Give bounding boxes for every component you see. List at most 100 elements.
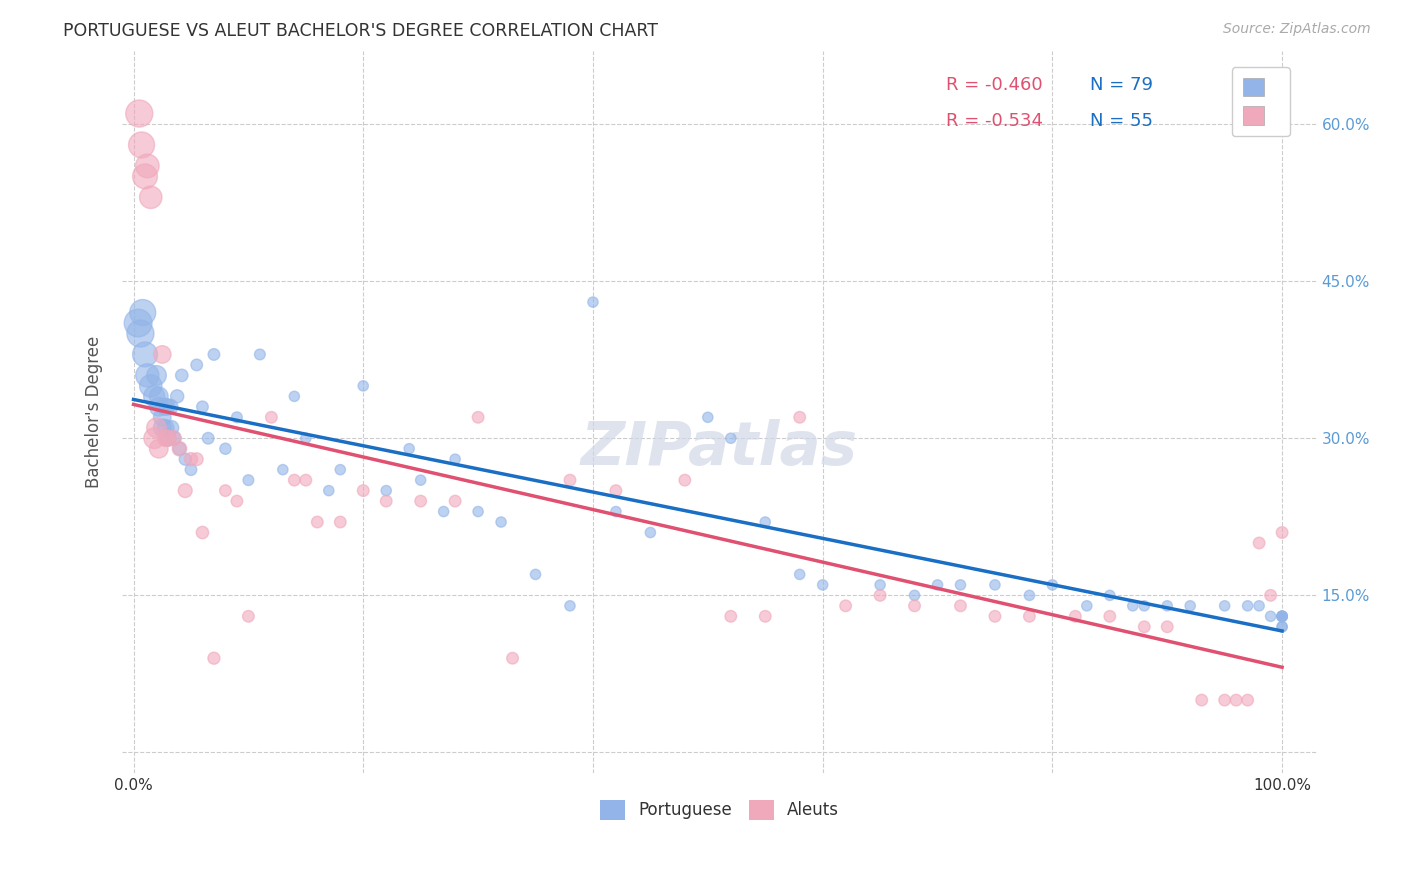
Point xyxy=(1271,609,1294,624)
Point xyxy=(295,473,318,487)
Point xyxy=(1249,599,1271,613)
Point xyxy=(150,421,173,435)
Point xyxy=(467,410,489,425)
Point xyxy=(605,505,627,519)
Point xyxy=(754,515,776,529)
Point xyxy=(558,599,581,613)
Text: R = -0.460: R = -0.460 xyxy=(946,76,1043,94)
Point xyxy=(145,421,167,435)
Point xyxy=(927,578,949,592)
Point xyxy=(156,431,179,445)
Point xyxy=(1076,599,1098,613)
Point xyxy=(375,483,398,498)
Point xyxy=(148,442,170,456)
Point xyxy=(1191,693,1213,707)
Point xyxy=(409,494,432,508)
Point xyxy=(148,389,170,403)
Point xyxy=(283,389,305,403)
Point xyxy=(134,347,156,361)
Point xyxy=(1271,609,1294,624)
Text: N = 79: N = 79 xyxy=(1090,76,1153,94)
Point xyxy=(214,442,236,456)
Point xyxy=(789,567,811,582)
Point xyxy=(834,599,856,613)
Point xyxy=(352,483,374,498)
Point xyxy=(180,463,202,477)
Point xyxy=(444,452,467,467)
Point xyxy=(1213,599,1236,613)
Point xyxy=(720,609,742,624)
Point xyxy=(160,421,183,435)
Point xyxy=(720,431,742,445)
Point xyxy=(159,400,181,414)
Point xyxy=(1098,588,1121,602)
Point xyxy=(1271,620,1294,634)
Point xyxy=(1122,599,1144,613)
Point xyxy=(153,400,176,414)
Point xyxy=(640,525,662,540)
Text: ZIPatlas: ZIPatlas xyxy=(581,418,858,478)
Point xyxy=(329,515,352,529)
Point xyxy=(186,358,208,372)
Point xyxy=(170,368,193,383)
Point xyxy=(150,410,173,425)
Y-axis label: Bachelor's Degree: Bachelor's Degree xyxy=(86,336,103,488)
Point xyxy=(1133,599,1156,613)
Point xyxy=(169,442,191,456)
Point xyxy=(903,599,925,613)
Point xyxy=(1156,599,1178,613)
Point xyxy=(375,494,398,508)
Point xyxy=(869,578,891,592)
Point xyxy=(163,431,186,445)
Text: R = -0.534: R = -0.534 xyxy=(946,112,1043,130)
Point xyxy=(1271,609,1294,624)
Point xyxy=(467,505,489,519)
Point xyxy=(1133,620,1156,634)
Point xyxy=(156,400,179,414)
Point xyxy=(131,138,153,153)
Point xyxy=(145,368,167,383)
Point xyxy=(502,651,524,665)
Point xyxy=(136,159,159,173)
Point xyxy=(1018,588,1040,602)
Point xyxy=(1271,620,1294,634)
Point xyxy=(444,494,467,508)
Point xyxy=(1098,609,1121,624)
Point xyxy=(1271,609,1294,624)
Point xyxy=(249,347,271,361)
Point xyxy=(524,567,547,582)
Point xyxy=(169,442,191,456)
Point xyxy=(789,410,811,425)
Point xyxy=(136,368,159,383)
Point xyxy=(558,473,581,487)
Point xyxy=(225,410,247,425)
Point xyxy=(1260,588,1282,602)
Point xyxy=(754,609,776,624)
Point xyxy=(1064,609,1087,624)
Point xyxy=(271,463,294,477)
Point xyxy=(433,505,456,519)
Legend: Portuguese, Aleuts: Portuguese, Aleuts xyxy=(593,793,845,827)
Point xyxy=(150,347,173,361)
Point xyxy=(352,379,374,393)
Point xyxy=(984,609,1007,624)
Point xyxy=(1180,599,1202,613)
Point xyxy=(174,452,197,467)
Point xyxy=(143,389,166,403)
Point xyxy=(148,400,170,414)
Point xyxy=(1040,578,1063,592)
Point xyxy=(127,316,149,330)
Text: N = 55: N = 55 xyxy=(1090,112,1153,130)
Point xyxy=(283,473,305,487)
Point xyxy=(1260,609,1282,624)
Point xyxy=(129,326,152,341)
Point xyxy=(949,578,972,592)
Point xyxy=(238,473,260,487)
Point xyxy=(1225,693,1247,707)
Point xyxy=(214,483,236,498)
Point xyxy=(903,588,925,602)
Point xyxy=(155,431,177,445)
Point xyxy=(409,473,432,487)
Point xyxy=(1271,525,1294,540)
Point xyxy=(139,190,162,204)
